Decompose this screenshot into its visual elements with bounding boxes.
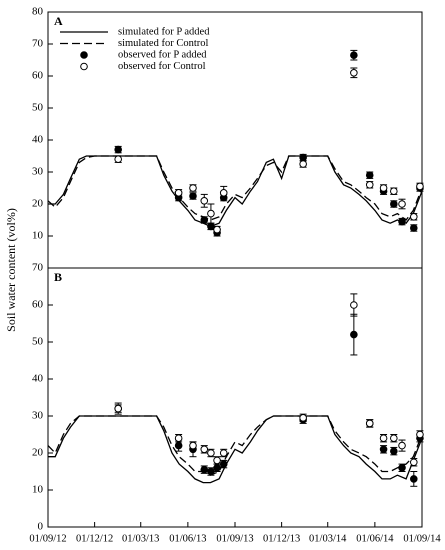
observed-point [416,182,424,191]
y-tick-label: 70 [32,262,44,274]
observed-point [390,200,398,208]
observed-point [189,192,197,200]
y-tick-label: 50 [32,336,44,348]
legend-swatch [80,62,88,71]
observed-point [416,430,424,439]
x-tick-label: 01/06/13 [169,533,206,544]
y-tick-label: 80 [32,6,44,18]
observed-point [365,419,374,428]
legend-label: simulated for P added [118,26,210,37]
observed-point [350,51,358,60]
y-tick-label: 40 [32,373,44,385]
observed-point [379,445,388,454]
observed-point [207,449,215,457]
observed-point [410,458,418,467]
observed-point [410,475,418,483]
y-tick-label: 30 [32,410,44,422]
observed-point [189,184,197,192]
observed-point [390,447,398,455]
simulated-line [47,415,423,476]
observed-point [213,225,221,234]
x-tick-label: 01/12/13 [263,533,300,544]
observed-point [410,224,418,232]
x-tick-label: 01/12/12 [76,533,113,544]
observed-point [365,181,374,189]
observed-point [200,197,209,205]
observed-point [114,155,122,163]
simulated-line [48,155,423,228]
observed-point [350,330,358,339]
observed-point [398,441,406,450]
y-tick-label: 10 [32,484,44,496]
x-tick-label: 01/03/13 [122,533,159,544]
observed-point [114,145,122,154]
observed-point [174,441,183,450]
x-tick-label: 01/06/14 [356,533,394,544]
observed-point [219,189,228,197]
observed-point [174,189,183,197]
panel-label: B [54,270,62,284]
observed-point [200,445,209,454]
observed-point [299,414,307,422]
y-tick-label: 50 [32,102,44,114]
observed-point [299,160,307,168]
observed-point [350,69,358,77]
observed-point [365,171,374,179]
observed-point [189,441,197,450]
observed-point [299,153,307,162]
y-tick-label: 30 [32,166,44,178]
observed-point [379,434,388,443]
observed-point [219,460,228,468]
x-tick-label: 01/03/14 [309,533,347,544]
y-tick-label: 60 [32,299,44,311]
y-axis-label: Soil water content (vol%) [4,208,18,332]
legend-label: observed for Control [118,61,206,72]
x-tick-label: 01/09/13 [216,533,253,544]
observed-point [213,464,221,472]
observed-point [207,209,215,218]
observed-point [350,301,358,309]
y-tick-label: 40 [32,134,44,146]
observed-point [200,465,209,474]
legend-label: observed for P added [118,49,207,60]
y-tick-label: 60 [32,70,44,82]
observed-point [219,449,228,457]
simulated-line [47,155,423,221]
y-tick-label: 10 [32,230,44,242]
observed-point [174,434,183,443]
observed-point [398,217,406,226]
observed-point [207,222,215,231]
y-tick-label: 70 [32,38,44,50]
observed-point [398,464,406,472]
legend-swatch [80,51,88,59]
legend-label: simulated for Control [118,38,208,49]
observed-point [213,456,221,465]
x-tick-label: 01/09/14 [403,533,441,544]
observed-point [390,187,398,195]
observed-point [390,434,398,443]
panel-label: A [54,14,63,28]
observed-point [379,184,388,192]
x-tick-label: 01/09/12 [29,533,66,544]
observed-point [410,213,418,221]
observed-point [114,404,122,413]
observed-point [200,216,209,224]
y-tick-label: 20 [32,447,44,459]
y-tick-label: 20 [32,198,44,210]
y-tick-label: 0 [38,521,44,533]
observed-point [207,467,215,476]
observed-point [398,200,406,208]
